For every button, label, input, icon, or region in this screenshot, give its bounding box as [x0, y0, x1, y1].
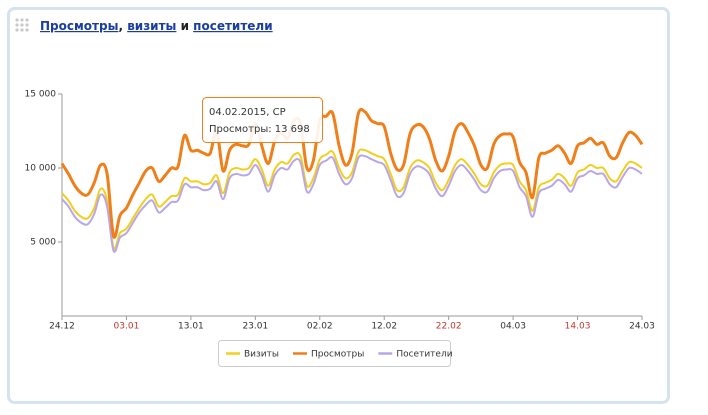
title-link[interactable]: визиты — [127, 19, 176, 33]
drag-icon[interactable] — [15, 18, 29, 32]
tooltip — [202, 97, 323, 143]
title-link[interactable]: Просмотры — [40, 19, 118, 33]
x-tick-label: 03.01 — [114, 322, 140, 332]
series-line — [61, 148, 643, 250]
x-tick-label: 13.01 — [178, 322, 204, 332]
title-text: и — [176, 19, 193, 33]
x-tick-label: 23.01 — [242, 322, 268, 332]
tooltip-label: Просмотры: 13 698 — [209, 124, 310, 135]
x-tick-label: 14.03 — [565, 322, 591, 332]
legend-label: Посетители — [396, 350, 452, 360]
y-tick-label: 15 000 — [25, 90, 57, 100]
x-tick-label: 04.03 — [500, 322, 526, 332]
tooltip-title: 04.02.2015, СР — [209, 107, 286, 118]
widget-title: Просмотры, визиты и посетители — [40, 19, 273, 33]
card — [7, 7, 670, 404]
y-tick-label: 10 000 — [25, 164, 57, 174]
y-tick-label: 5 000 — [30, 238, 56, 248]
x-tick-label: 02.02 — [307, 322, 333, 332]
title-link[interactable]: посетители — [193, 19, 272, 33]
x-tick-label: 12.02 — [371, 322, 397, 332]
legend-label: Визиты — [244, 350, 279, 360]
series-line — [60, 107, 644, 239]
series-line — [61, 154, 643, 253]
legend — [218, 340, 451, 367]
legend-label: Просмотры — [311, 350, 364, 360]
x-tick-label: 24.03 — [629, 322, 655, 332]
title-text: , — [118, 19, 127, 33]
x-tick-label: 22.02 — [436, 322, 462, 332]
x-tick-label: 24.12 — [49, 322, 75, 332]
